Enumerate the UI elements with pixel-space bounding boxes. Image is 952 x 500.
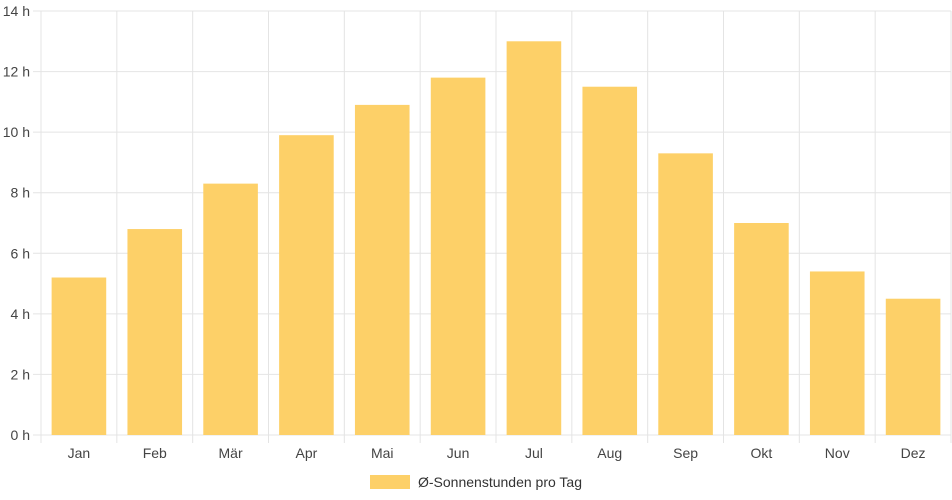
- x-tick-label: Feb: [143, 445, 167, 461]
- y-tick-label: 2 h: [11, 366, 30, 382]
- bar-mai[interactable]: [354, 104, 410, 435]
- bar-apr[interactable]: [279, 135, 334, 435]
- y-tick-label: 6 h: [11, 245, 30, 261]
- x-tick-label: Mai: [371, 445, 394, 461]
- bar-jun[interactable]: [430, 77, 486, 435]
- x-tick-label: Jun: [447, 445, 470, 461]
- y-tick-label: 14 h: [3, 3, 30, 19]
- bar-nov[interactable]: [809, 271, 865, 435]
- legend-label: Ø-Sonnenstunden pro Tag: [418, 474, 582, 490]
- bar-mär[interactable]: [203, 183, 258, 435]
- y-tick-label: 4 h: [11, 306, 30, 322]
- x-tick-label: Mär: [219, 445, 243, 461]
- x-tick-label: Jul: [525, 445, 543, 461]
- bar-aug[interactable]: [582, 86, 638, 435]
- legend[interactable]: Ø-Sonnenstunden pro Tag: [370, 474, 582, 490]
- x-tick-label: Apr: [296, 445, 318, 461]
- x-tick-label: Jan: [68, 445, 91, 461]
- x-tick-label: Sep: [673, 445, 698, 461]
- y-tick-label: 8 h: [11, 185, 30, 201]
- bars: [51, 41, 941, 436]
- y-axis-ticks: 0 h 2 h 4 h 6 h 8 h 10 h 12 h 14 h: [3, 3, 30, 443]
- bar-sep[interactable]: [658, 153, 713, 436]
- bar-jul[interactable]: [506, 41, 562, 436]
- grid: [33, 10, 952, 443]
- x-tick-label: Dez: [901, 445, 926, 461]
- bar-dez[interactable]: [885, 298, 941, 435]
- x-tick-label: Okt: [751, 445, 773, 461]
- bar-feb[interactable]: [127, 229, 183, 435]
- y-tick-label: 12 h: [3, 64, 30, 80]
- x-tick-label: Nov: [825, 445, 850, 461]
- y-tick-label: 10 h: [3, 124, 30, 140]
- bar-jan[interactable]: [51, 277, 107, 435]
- bar-okt[interactable]: [734, 223, 789, 435]
- x-axis-ticks: Jan Feb Mär Apr Mai Jun Jul Aug Sep Okt Nov Dez: [68, 445, 926, 461]
- x-tick-label: Aug: [597, 445, 622, 461]
- y-tick-label: 0 h: [11, 427, 30, 443]
- legend-swatch: [370, 475, 410, 489]
